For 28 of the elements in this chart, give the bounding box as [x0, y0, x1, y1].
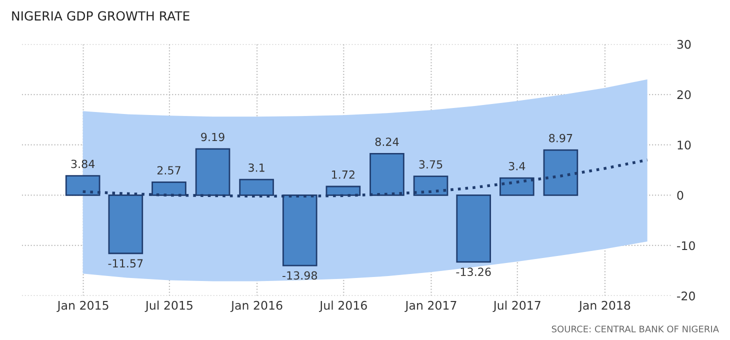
- data-label: -13.26: [456, 268, 491, 276]
- data-label: 3.4: [508, 162, 526, 170]
- y-tick-label: 30: [677, 40, 691, 49]
- data-label: 9.19: [201, 132, 224, 142]
- x-tick-label: Jul 2016: [319, 300, 367, 312]
- x-tick-label: Jan 2017: [404, 300, 456, 312]
- x-tick-label: Jan 2015: [56, 300, 108, 312]
- y-tick-label: 0: [677, 190, 684, 200]
- data-label: -11.57: [108, 259, 143, 268]
- data-label: 2.57: [157, 166, 180, 175]
- data-label: 1.72: [332, 170, 354, 179]
- y-tick-label: -20: [677, 292, 695, 300]
- data-label: 3.75: [419, 160, 442, 169]
- y-tick-label: 10: [678, 140, 691, 150]
- data-label: -13.98: [282, 271, 318, 280]
- data-label: 8.24: [375, 138, 399, 146]
- chart-title: NIGERIA GDP GROWTH RATE: [12, 11, 190, 21]
- y-tick-label: 20: [677, 90, 691, 100]
- bar: [456, 194, 491, 263]
- x-tick-label: Jan 2018: [578, 300, 630, 312]
- data-label: 8.97: [549, 134, 572, 142]
- y-tick-label: -10: [677, 241, 695, 250]
- data-label: 3.84: [71, 160, 95, 168]
- x-tick-label: Jul 2015: [144, 300, 192, 312]
- source-note: SOURCE: CENTRAL BANK OF NIGERIA: [552, 326, 719, 332]
- data-label: 3.1: [248, 163, 264, 172]
- x-tick-label: Jan 2016: [230, 300, 282, 312]
- x-tick-label: Jul 2017: [492, 300, 540, 312]
